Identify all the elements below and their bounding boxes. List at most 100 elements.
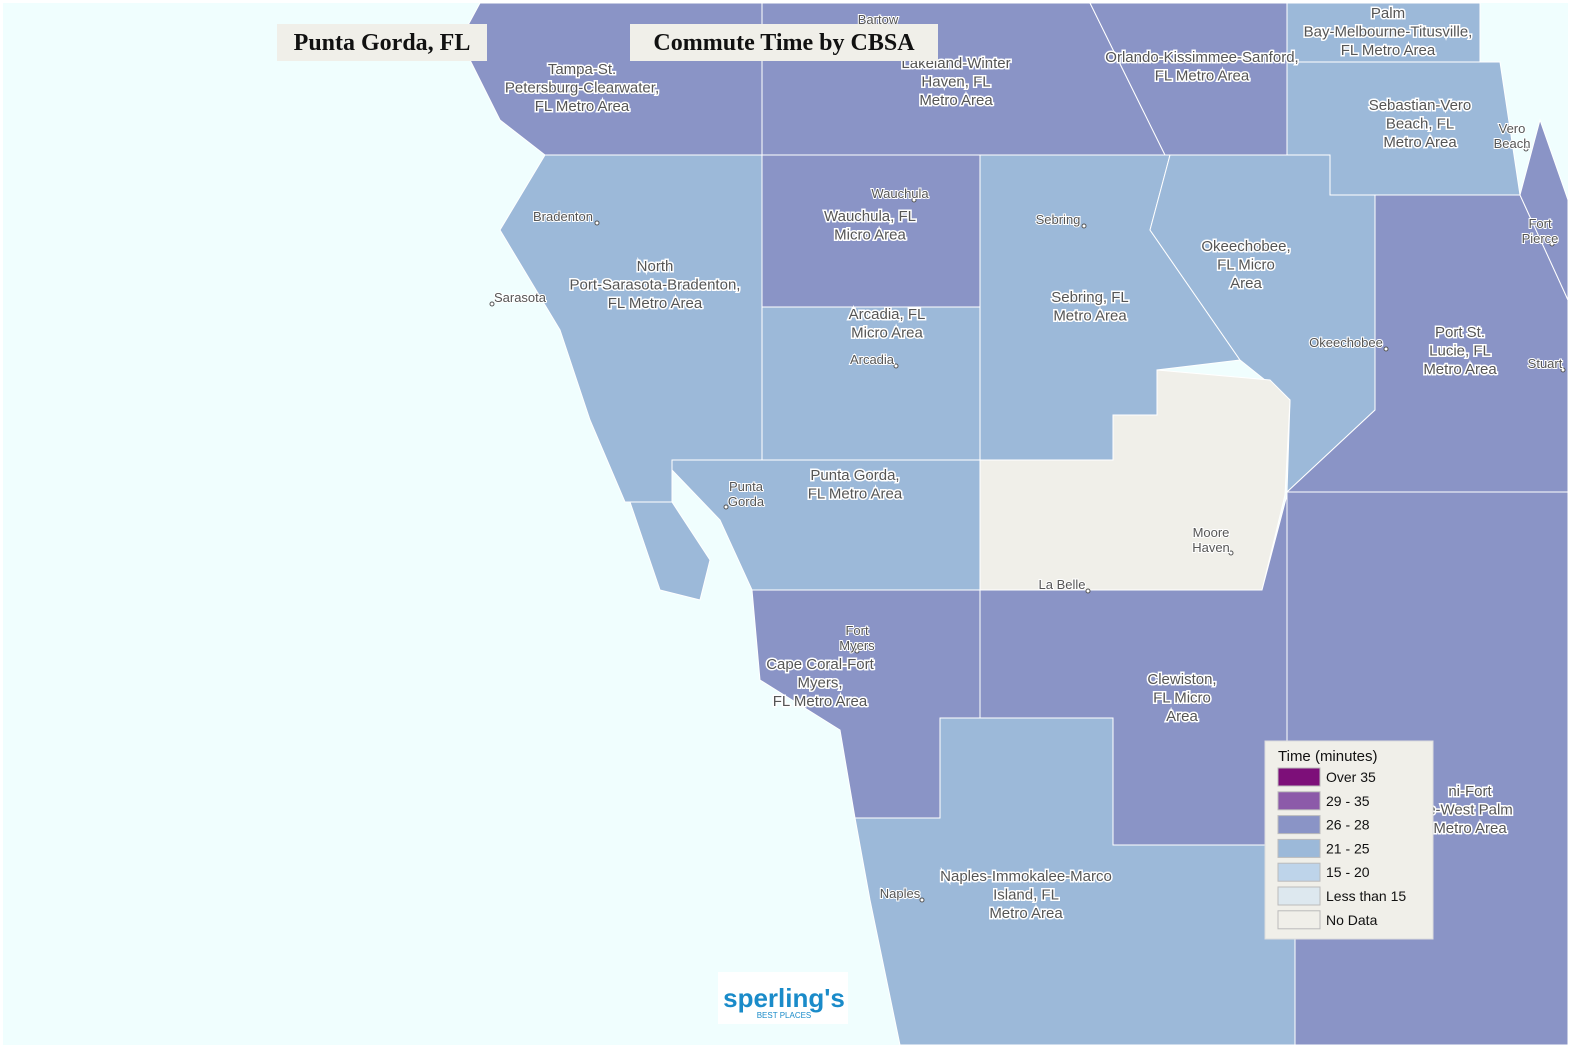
city-label-line: Pierce [1522,231,1559,246]
city-label-line: Bartow [858,12,899,27]
city-marker [1549,241,1555,247]
region-label-line: Micro Area [851,325,923,342]
title: Commute Time by CBSA [653,30,915,56]
region-label-line: Bay-Melbourne-Titusville, [1304,24,1473,41]
legend-label: 29 - 35 [1326,793,1370,809]
city-label: Okeechobee [1309,335,1383,350]
region-label-line: Sebastian-Vero [1369,97,1472,114]
city-marker [594,220,600,226]
region-label-line: Micro Area [834,227,906,244]
city-label-line: Punta [729,479,764,494]
region-label-line: Island, FL [993,887,1059,904]
city-label-line: Sarasota [494,290,547,305]
region-label-line: Metro Area [919,92,993,109]
region-label-line: Metro Area [1383,134,1457,151]
region-label-line: Tampa-St. [548,61,616,78]
region-label-line: Arcadia, FL [849,306,926,323]
city-marker [723,504,729,510]
region-label: Clewiston, FL Micro Area [1147,671,1216,725]
region-label: Tampa-St. Petersburg-Clearwater, FL Metro … [505,61,659,115]
legend-label: 15 - 20 [1326,864,1370,880]
region-label: Wauchula, FL Micro Area [824,208,916,244]
city-label: Naples [880,886,921,901]
region-label-line: Lucie, FL [1429,343,1491,360]
legend-swatch [1277,767,1321,787]
city-label-line: Moore [1193,525,1230,540]
region-label-line: Palm [1371,5,1405,22]
region-label-line: Myers, [798,675,843,692]
city-label-line: Beach [1494,136,1531,151]
region-label-line: Haven, FL [921,74,990,91]
city-label: Fort Pierce [1522,216,1559,246]
city-marker [1523,146,1529,152]
region-label-line: North [637,258,674,275]
region-label: Port St. Lucie, FL Metro Area [1423,324,1497,378]
region-label: Sebring, FL Metro Area [1051,289,1129,325]
legend: Time (minutes) Over 35 29 - 35 26 - 28 21 -… [1264,740,1434,940]
city-marker [919,897,925,903]
legend-label: Less than 15 [1326,888,1406,904]
city-label-line: Okeechobee [1309,335,1383,350]
city-marker [1228,550,1234,556]
city-label-line: Stuart [1528,356,1563,371]
region-label-line: FL Micro [1217,257,1275,274]
legend-label: 21 - 25 [1326,840,1370,856]
logo-name: sperling's [723,983,845,1013]
city-label: Vero Beach [1494,121,1531,151]
city-marker [1085,588,1091,594]
city-label: Moore Haven [1192,525,1230,555]
region-label: Okeechobee, FL Micro Area [1201,238,1290,292]
city-label-line: Arcadia [850,352,895,367]
region-label-line: Okeechobee, [1201,238,1290,255]
legend-label: No Data [1326,912,1378,928]
city-label-line: Vero [1499,121,1526,136]
city-marker [489,301,495,307]
city-marker [1560,367,1566,373]
region-label-line: Beach, FL [1386,116,1454,133]
region-label: Cape Coral-Fort Myers, FL Metro Area [766,656,874,710]
city-label-line: Bradenton [533,209,593,224]
city-label: Punta Gorda [728,479,765,509]
region-label: North Port-Sarasota-Bradenton, FL Metro Ar… [570,258,741,312]
city-label: Sebring [1036,212,1081,227]
region-label-line: Orlando-Kissimmee-Sanford, [1105,49,1298,66]
region-label-line: Metro Area [1433,820,1507,837]
legend-label: 26 - 28 [1326,817,1370,833]
city-label: Bradenton [533,209,593,224]
region [1519,118,1569,301]
city-label: Wauchula [871,186,929,201]
region-label-line: Metro Area [1423,361,1497,378]
region-label-line: Sebring, FL [1051,289,1129,306]
region-label-line: Punta Gorda, [810,467,899,484]
city-marker [893,363,899,369]
city-label-line: Myers [839,638,875,653]
region-label-line: Area [1166,708,1198,725]
city-label-line: Sebring [1036,212,1081,227]
region-label-line: Metro Area [989,905,1063,922]
region-label-line: Metro Area [1053,308,1127,325]
region-label-line: FL Metro Area [1155,68,1250,85]
city-marker [1081,223,1087,229]
title-box [630,24,938,61]
legend-swatch [1277,838,1321,858]
region-label-line: Area [1230,275,1262,292]
legend-swatch [1277,862,1321,882]
logo-box [718,972,848,1024]
labels: Tampa-St. Petersburg-Clearwater, FL Metro … [489,4,1566,924]
city-label-line: Fort [1528,216,1552,231]
region-label-line: Wauchula, FL [824,208,916,225]
region-label-line: FL Micro [1153,690,1211,707]
region-label: ni-Fort e-West Palm Metro Area [1427,783,1513,837]
city-label: Sarasota [494,290,547,305]
city-label-line: Naples [880,886,921,901]
city-label-line: Wauchula [871,186,929,201]
city-marker [911,197,917,203]
region-label-line: FL Metro Area [808,486,903,503]
region-label: Palm Bay-Melbourne-Titusville, FL Metro Ar… [1304,5,1473,59]
city-label: Stuart [1528,356,1563,371]
region-label-line: Naples-Immokalee-Marco [940,868,1112,885]
region-label: Punta Gorda, FL Metro Area [808,467,903,503]
legend-items: Over 35 29 - 35 26 - 28 21 - 25 15 - 20 Less … [1277,767,1406,930]
city-label-line: Gorda [728,494,765,509]
